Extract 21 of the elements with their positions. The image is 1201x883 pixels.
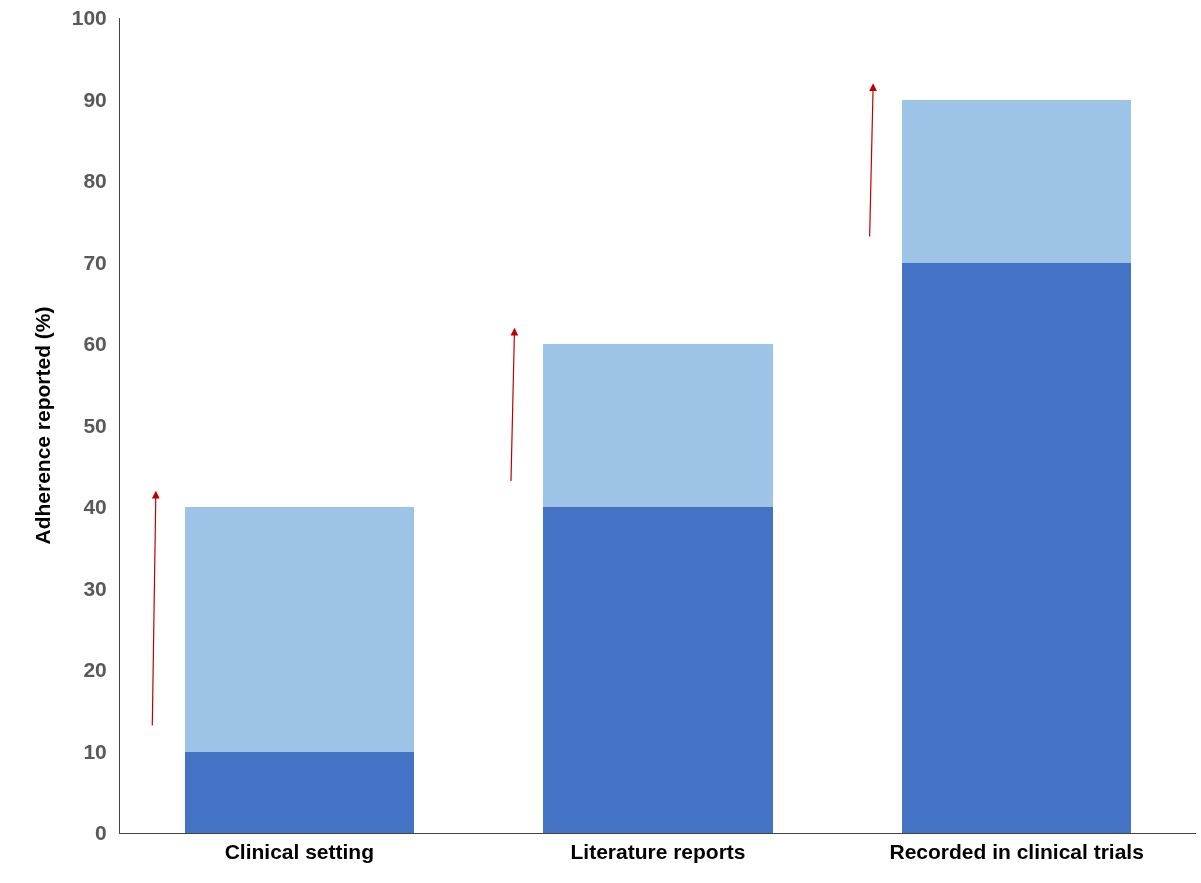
y-tick-label: 70 (83, 250, 107, 274)
y-tick-label: 0 (95, 821, 107, 845)
y-tick-label: 20 (83, 658, 107, 682)
x-tick-label: Clinical setting (224, 840, 375, 864)
y-axis-title: Adherence reported (%) (30, 306, 54, 545)
bar (901, 262, 1132, 833)
bar (543, 507, 773, 833)
y-tick-label: 60 (83, 332, 107, 356)
y-tick-label: 40 (83, 495, 107, 519)
y-tick-label: 10 (83, 739, 107, 763)
y-tick-label: 50 (83, 413, 107, 437)
bar (184, 751, 415, 833)
y-tick-label: 90 (83, 87, 107, 111)
bar (543, 344, 773, 507)
y-tick-label: 30 (83, 576, 107, 600)
bar (184, 507, 415, 752)
y-tick-label: 80 (83, 169, 107, 193)
bar (901, 99, 1132, 263)
y-tick-label: 100 (71, 6, 107, 30)
x-tick-label: Literature reports (570, 840, 746, 864)
x-tick-label: Recorded in clinical trials (889, 840, 1144, 864)
